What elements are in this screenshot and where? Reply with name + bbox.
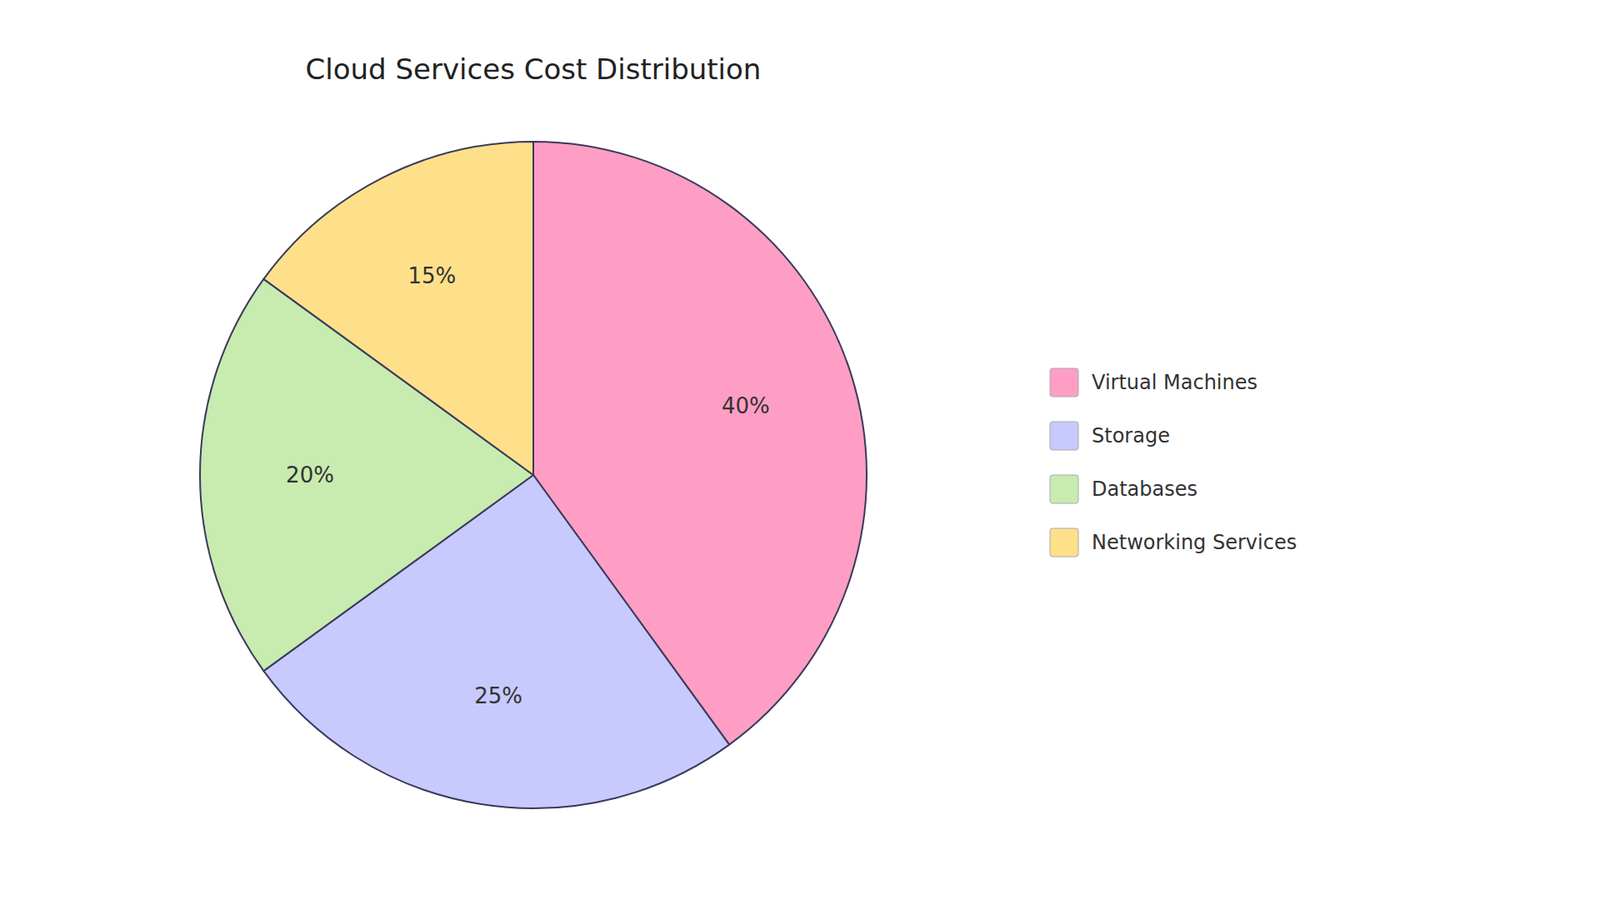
legend-swatch <box>1050 368 1079 397</box>
legend-label: Databases <box>1091 477 1198 501</box>
legend-swatch <box>1050 475 1079 504</box>
pie-slice <box>263 141 534 475</box>
legend: Virtual Machines Storage Databases Networki… <box>1050 368 1297 557</box>
background <box>0 0 1600 900</box>
data-label: 20% <box>285 462 335 488</box>
data-labels: 40% 25% 20% 15% <box>285 263 770 708</box>
data-label: 25% <box>474 683 523 709</box>
data-label: 15% <box>407 263 456 289</box>
data-label: 40% <box>721 393 770 419</box>
slices <box>200 141 867 809</box>
chart-container: Cloud Services Cost Distribution 40% 25% 20… <box>0 0 1600 900</box>
legend-swatch <box>1050 421 1079 450</box>
legend-label: Networking Services <box>1091 530 1297 555</box>
legend-label: Virtual Machines <box>1091 370 1258 395</box>
legend-label: Storage <box>1091 424 1170 448</box>
legend-swatch <box>1050 528 1079 557</box>
chart-title: Cloud Services Cost Distribution <box>305 52 762 86</box>
chart-svg: Cloud Services Cost Distribution 40% 25% 20… <box>0 0 1600 900</box>
